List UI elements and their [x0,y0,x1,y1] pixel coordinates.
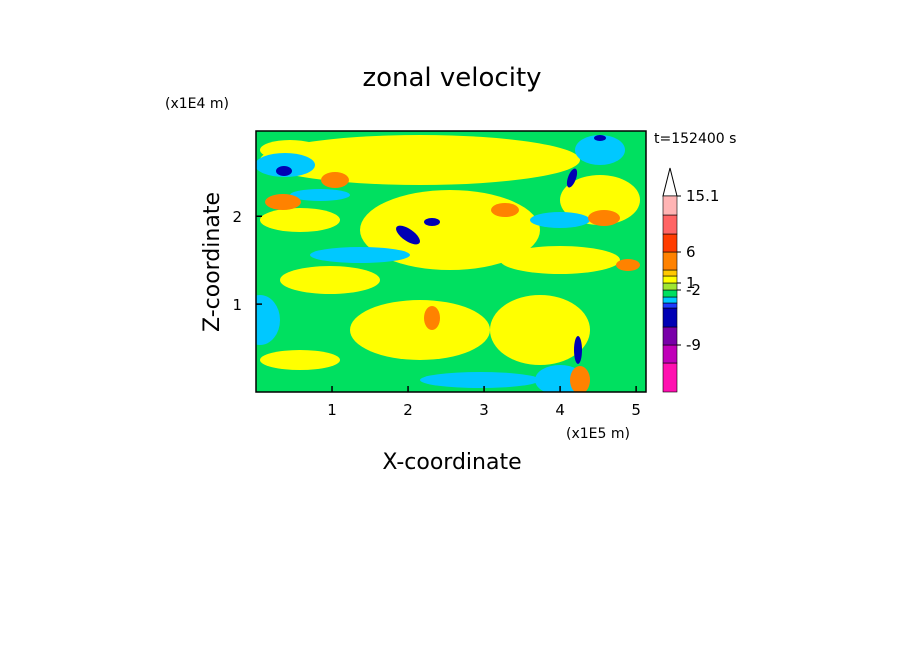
colorbar-segment [662,195,678,216]
colorbar-segment [662,326,678,346]
y-tick-label: 1 [232,296,242,314]
plot-frame [255,130,647,393]
y-axis-label: Z-coordinate [200,192,225,332]
colorbar-segment [662,289,678,298]
colorbar-segment [662,275,678,284]
colorbar-label: -9 [686,336,701,354]
colorbar-segment [662,214,678,235]
annotation: t=152400 s [654,131,736,147]
colorbar-segment [662,269,678,277]
colorbar-extend [662,167,678,197]
colorbar-label: -2 [686,281,701,299]
x-unit: (x1E5 m) [566,426,630,442]
y-unit: (x1E4 m) [165,96,229,112]
colorbar-segment [662,302,678,309]
contour-field [256,131,646,392]
chart-title: zonal velocity [362,63,541,93]
colorbar-label: 15.1 [686,187,719,205]
colorbar-segment [662,362,678,393]
x-axis-label: X-coordinate [382,450,521,475]
colorbar-segment [662,296,678,304]
colorbar-segment [662,307,678,328]
y-tick-label: 2 [232,208,242,226]
colorbar-segment [662,282,678,291]
colorbar-segment [662,233,678,253]
x-tick-label: 5 [631,401,641,419]
x-tick-label: 1 [327,401,337,419]
x-tick-label: 3 [479,401,489,419]
x-tick-label: 4 [555,401,565,419]
colorbar-segment [662,251,678,271]
colorbar-label: 6 [686,243,696,261]
x-tick-label: 2 [403,401,413,419]
colorbar-label: 1 [686,274,696,292]
colorbar-segment [662,344,678,364]
